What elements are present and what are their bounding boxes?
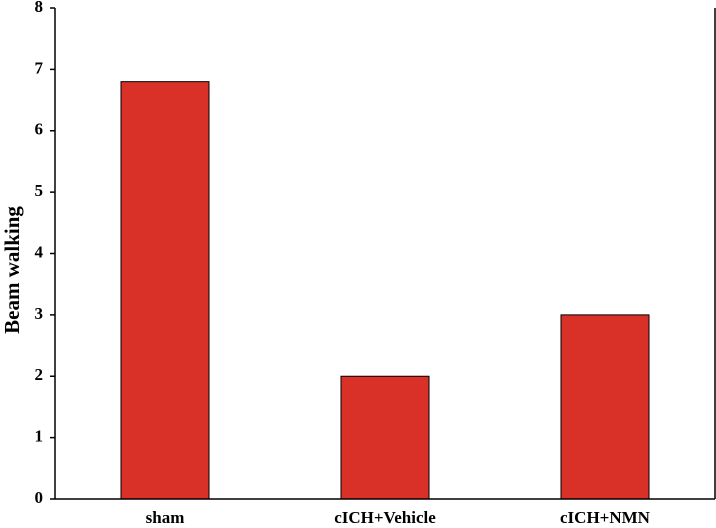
y-tick-label: 0 bbox=[35, 488, 44, 507]
bar bbox=[560, 314, 650, 500]
x-tick-label: cICH+Vehicle bbox=[334, 508, 436, 527]
bar bbox=[120, 81, 210, 500]
x-tick-label: cICH+NMN bbox=[560, 508, 651, 527]
y-tick-label: 4 bbox=[35, 242, 44, 261]
y-tick-label: 7 bbox=[35, 58, 44, 77]
bar bbox=[340, 375, 430, 500]
y-axis-title: Beam walking bbox=[0, 206, 24, 334]
y-tick-label: 1 bbox=[35, 427, 44, 446]
y-tick-label: 5 bbox=[35, 181, 44, 200]
y-tick-label: 2 bbox=[35, 365, 44, 384]
y-tick-label: 6 bbox=[35, 120, 44, 139]
y-tick-label: 3 bbox=[35, 304, 44, 323]
x-tick-label: sham bbox=[146, 508, 185, 527]
y-tick-label: 8 bbox=[35, 0, 44, 16]
